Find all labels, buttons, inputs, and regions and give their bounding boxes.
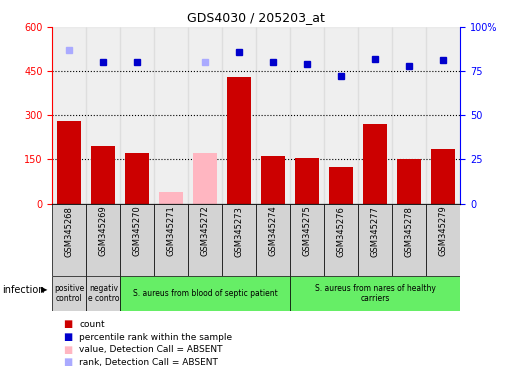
- Bar: [92, 146, 115, 204]
- Bar: [120, 276, 290, 311]
- Text: GSM345278: GSM345278: [405, 206, 414, 257]
- Bar: [358, 27, 392, 204]
- Text: ■: ■: [63, 319, 72, 329]
- Text: GSM345272: GSM345272: [201, 206, 210, 257]
- Bar: [86, 276, 120, 311]
- Bar: [194, 154, 217, 204]
- Bar: [426, 204, 460, 276]
- Text: GSM345271: GSM345271: [167, 206, 176, 257]
- Text: ■: ■: [63, 358, 72, 367]
- Bar: [290, 27, 324, 204]
- Bar: [120, 204, 154, 276]
- Bar: [126, 154, 149, 204]
- Bar: [160, 192, 183, 204]
- Bar: [188, 204, 222, 276]
- Text: GSM345275: GSM345275: [303, 206, 312, 257]
- Bar: [290, 204, 324, 276]
- Text: ▶: ▶: [41, 285, 47, 295]
- Text: negativ
e contro: negativ e contro: [87, 284, 119, 303]
- Text: count: count: [79, 320, 105, 329]
- Text: GSM345269: GSM345269: [99, 206, 108, 257]
- Text: GSM345276: GSM345276: [337, 206, 346, 257]
- Bar: [295, 158, 319, 204]
- Bar: [52, 204, 86, 276]
- Bar: [256, 27, 290, 204]
- Text: positive
control: positive control: [54, 284, 84, 303]
- Text: percentile rank within the sample: percentile rank within the sample: [79, 333, 233, 342]
- Bar: [324, 204, 358, 276]
- Bar: [86, 204, 120, 276]
- Bar: [222, 204, 256, 276]
- Bar: [52, 276, 86, 311]
- Text: S. aureus from blood of septic patient: S. aureus from blood of septic patient: [133, 289, 278, 298]
- Bar: [358, 204, 392, 276]
- Text: GSM345270: GSM345270: [133, 206, 142, 257]
- Bar: [228, 77, 251, 204]
- Text: GSM345268: GSM345268: [65, 206, 74, 257]
- Text: GSM345274: GSM345274: [269, 206, 278, 257]
- Bar: [262, 156, 285, 204]
- Bar: [256, 204, 290, 276]
- Bar: [392, 27, 426, 204]
- Bar: [426, 27, 460, 204]
- Text: ■: ■: [63, 332, 72, 342]
- Bar: [392, 204, 426, 276]
- Title: GDS4030 / 205203_at: GDS4030 / 205203_at: [187, 11, 325, 24]
- Bar: [324, 27, 358, 204]
- Bar: [86, 27, 120, 204]
- Bar: [397, 159, 421, 204]
- Bar: [329, 167, 353, 204]
- Text: GSM345273: GSM345273: [235, 206, 244, 257]
- Text: rank, Detection Call = ABSENT: rank, Detection Call = ABSENT: [79, 358, 219, 367]
- Text: value, Detection Call = ABSENT: value, Detection Call = ABSENT: [79, 345, 223, 354]
- Bar: [188, 27, 222, 204]
- Bar: [58, 121, 81, 204]
- Bar: [120, 27, 154, 204]
- Bar: [52, 27, 86, 204]
- Bar: [154, 27, 188, 204]
- Text: S. aureus from nares of healthy
carriers: S. aureus from nares of healthy carriers: [315, 284, 436, 303]
- Bar: [290, 276, 460, 311]
- Bar: [222, 27, 256, 204]
- Text: GSM345277: GSM345277: [371, 206, 380, 257]
- Text: infection: infection: [3, 285, 45, 295]
- Bar: [154, 204, 188, 276]
- Text: ■: ■: [63, 345, 72, 355]
- Bar: [431, 149, 455, 204]
- Text: GSM345279: GSM345279: [439, 206, 448, 257]
- Bar: [363, 124, 387, 204]
